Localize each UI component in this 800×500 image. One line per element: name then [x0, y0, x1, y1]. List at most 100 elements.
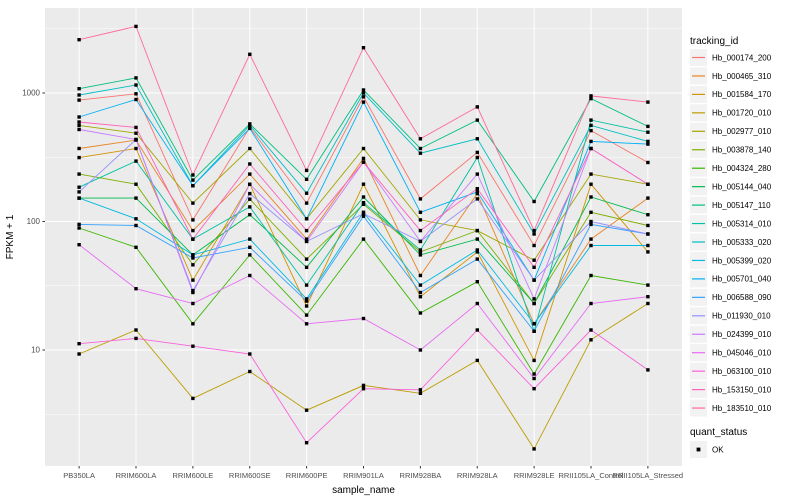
data-point — [134, 137, 138, 142]
data-point — [77, 155, 81, 160]
data-point — [191, 218, 195, 222]
data-point — [361, 316, 366, 321]
data-point — [475, 118, 479, 122]
data-point — [475, 187, 479, 191]
x-tick-label: RRIM600LE — [172, 471, 213, 480]
legend-title: tracking_id — [690, 36, 738, 47]
data-point — [589, 273, 593, 278]
legend-label: Hb_024399_010 — [712, 330, 772, 339]
data-point — [304, 441, 309, 445]
data-point — [475, 237, 479, 241]
data-point — [304, 257, 309, 261]
legend-label: Hb_002977_010 — [712, 127, 772, 136]
data-point — [361, 201, 366, 205]
data-point — [418, 228, 423, 233]
legend-label: Hb_001720_010 — [712, 109, 772, 118]
data-point — [646, 160, 650, 165]
data-point — [248, 126, 252, 131]
x-tick-label: RRIM600PE — [286, 471, 328, 480]
data-point — [532, 243, 536, 248]
data-point — [77, 127, 81, 132]
data-point — [475, 250, 479, 254]
x-axis-title: sample_name — [332, 485, 395, 496]
legend-label: Hb_001584_170 — [712, 90, 772, 99]
data-point — [646, 295, 650, 299]
data-point — [361, 95, 366, 99]
data-point — [589, 182, 593, 186]
data-point — [191, 228, 195, 233]
legend-label: Hb_000174_200 — [712, 53, 772, 62]
data-point — [191, 256, 195, 260]
data-point — [191, 396, 195, 401]
data-point — [418, 239, 423, 244]
data-point — [532, 258, 536, 262]
x-tick-label: RRIM600SE — [229, 471, 271, 480]
data-point — [77, 87, 81, 91]
data-point — [77, 190, 81, 194]
data-point — [248, 172, 252, 176]
data-point — [589, 94, 593, 98]
data-point — [248, 52, 252, 56]
x-tick-label: RRII105LA_Control — [558, 471, 623, 480]
data-point — [304, 297, 309, 301]
data-point — [77, 185, 81, 189]
data-point — [134, 83, 138, 87]
data-point — [361, 156, 366, 161]
data-point — [77, 352, 81, 356]
data-point — [304, 299, 309, 303]
data-point — [418, 273, 423, 278]
legend-label: Hb_063100_010 — [712, 367, 772, 376]
data-point — [77, 172, 81, 176]
data-point — [361, 182, 366, 186]
data-point — [475, 301, 479, 306]
data-point — [304, 313, 309, 317]
quant-legend-point — [696, 447, 701, 452]
legend-label: Hb_005333_020 — [712, 238, 772, 247]
data-point — [589, 195, 593, 199]
data-point — [304, 304, 309, 308]
data-point — [134, 159, 138, 163]
data-point — [248, 162, 252, 166]
data-point — [589, 118, 593, 122]
data-point — [475, 137, 479, 141]
data-point — [304, 265, 309, 269]
data-point — [361, 146, 366, 151]
data-point — [134, 24, 138, 29]
legend-label: Hb_005144_040 — [712, 182, 772, 191]
data-point — [248, 237, 252, 241]
data-point — [134, 336, 138, 341]
data-point — [191, 301, 195, 306]
data-point — [361, 387, 366, 391]
x-tick-label: RRIM928LE — [514, 471, 555, 480]
y-axis-title: FPKM + 1 — [5, 214, 16, 259]
data-point — [361, 91, 366, 95]
data-point — [418, 218, 423, 222]
data-point — [646, 243, 650, 248]
data-point — [589, 139, 593, 144]
data-point — [646, 124, 650, 129]
data-point — [418, 146, 423, 151]
quant-legend-title: quant_status — [690, 427, 747, 438]
data-point — [191, 278, 195, 282]
data-point — [77, 115, 81, 119]
data-point — [304, 408, 309, 412]
data-point — [134, 146, 138, 151]
data-point — [589, 128, 593, 133]
data-point — [532, 278, 536, 282]
data-point — [248, 191, 252, 196]
data-point — [134, 287, 138, 291]
data-point — [134, 328, 138, 332]
data-point — [191, 253, 195, 257]
data-point — [248, 182, 252, 186]
data-point — [646, 301, 650, 306]
data-point — [304, 168, 309, 173]
data-point — [304, 283, 309, 287]
x-tick-label: RRII105LA_Stressed — [613, 471, 683, 480]
x-tick-label: RRIM928BA — [400, 471, 442, 480]
data-point — [248, 273, 252, 278]
data-point — [248, 245, 252, 249]
legend-label: Hb_183510_010 — [712, 404, 772, 413]
data-point — [646, 368, 650, 372]
